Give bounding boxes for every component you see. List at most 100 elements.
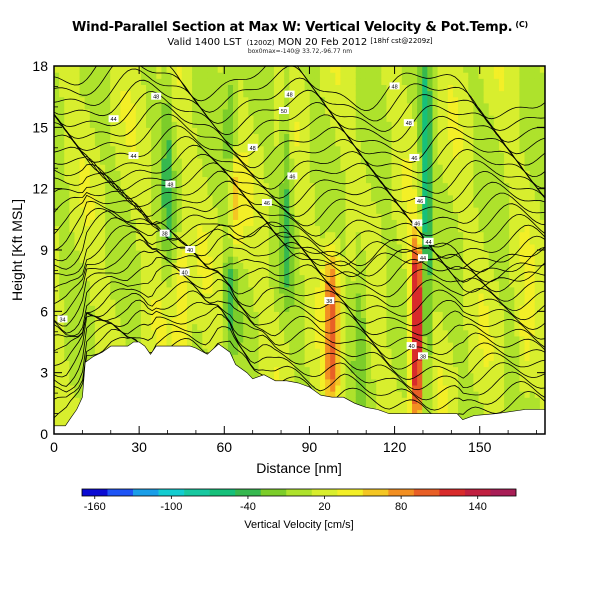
- velocity-cell: [396, 342, 403, 349]
- velocity-cell: [54, 397, 60, 404]
- velocity-cell: [248, 250, 255, 257]
- velocity-cell: [371, 268, 377, 276]
- velocity-cell: [79, 200, 86, 208]
- velocity-cell: [192, 280, 198, 288]
- velocity-cell: [355, 286, 362, 294]
- velocity-cell: [412, 280, 418, 288]
- velocity-cell: [335, 139, 342, 147]
- velocity-cell: [273, 280, 280, 288]
- velocity-cell: [69, 207, 76, 214]
- velocity-cell: [222, 243, 229, 251]
- velocity-cell: [79, 66, 86, 73]
- velocity-cell: [427, 366, 434, 374]
- velocity-cell: [386, 90, 393, 98]
- velocity-cell: [105, 213, 111, 220]
- velocity-cell: [202, 188, 209, 196]
- velocity-cell: [319, 115, 326, 122]
- velocity-cell: [176, 207, 183, 214]
- velocity-cell: [319, 250, 326, 257]
- velocity-cell: [442, 250, 449, 257]
- velocity-cell: [105, 78, 111, 85]
- velocity-cell: [371, 335, 377, 343]
- velocity-cell: [130, 268, 137, 276]
- velocity-cell: [273, 323, 280, 331]
- velocity-cell: [330, 84, 336, 92]
- velocity-cell: [314, 213, 321, 220]
- velocity-cell: [365, 366, 372, 374]
- velocity-cell: [391, 182, 398, 190]
- velocity-cell: [248, 72, 255, 79]
- velocity-cell: [340, 274, 347, 282]
- velocity-cell: [437, 299, 444, 306]
- velocity-cell: [233, 78, 239, 85]
- velocity-cell: [212, 108, 219, 116]
- velocity-cell: [432, 84, 439, 92]
- velocity-cell: [197, 90, 203, 98]
- velocity-cell: [227, 292, 234, 300]
- velocity-cell: [186, 219, 193, 227]
- velocity-cell: [135, 90, 142, 98]
- velocity-cell: [325, 66, 331, 73]
- velocity-cell: [386, 66, 393, 73]
- velocity-cell: [151, 305, 157, 312]
- velocity-cell: [432, 145, 439, 153]
- velocity-cell: [69, 72, 76, 79]
- velocity-cell: [54, 139, 60, 147]
- velocity-cell: [463, 348, 469, 355]
- velocity-cell: [227, 170, 234, 177]
- velocity-cell: [391, 366, 398, 374]
- velocity-cell: [156, 145, 162, 153]
- velocity-cell: [110, 231, 116, 239]
- velocity-cell: [202, 78, 209, 85]
- velocity-cell: [360, 127, 367, 135]
- velocity-cell: [263, 66, 270, 73]
- velocity-cell: [135, 158, 142, 165]
- velocity-cell: [335, 305, 342, 312]
- velocity-cell: [360, 311, 367, 319]
- velocity-cell: [89, 78, 96, 85]
- velocity-cell: [243, 170, 249, 177]
- velocity-cell: [401, 108, 408, 116]
- velocity-cell: [468, 342, 474, 349]
- velocity-cell: [140, 145, 147, 153]
- velocity-cell: [94, 78, 101, 85]
- velocity-cell: [59, 409, 65, 417]
- velocity-cell: [289, 96, 295, 104]
- velocity-cell: [263, 72, 270, 79]
- velocity-cell: [468, 262, 474, 269]
- velocity-cell: [54, 323, 60, 331]
- velocity-cell: [432, 225, 439, 233]
- velocity-cell: [263, 225, 270, 233]
- velocity-cell: [406, 384, 413, 392]
- velocity-cell: [268, 219, 275, 227]
- velocity-cell: [432, 66, 439, 73]
- velocity-cell: [207, 256, 214, 263]
- velocity-cell: [243, 329, 249, 337]
- velocity-cell: [156, 182, 162, 190]
- velocity-cell: [156, 121, 162, 128]
- velocity-cell: [171, 268, 178, 276]
- velocity-cell: [217, 127, 224, 135]
- velocity-cell: [437, 329, 444, 337]
- velocity-cell: [468, 225, 474, 233]
- velocity-cell: [417, 292, 423, 300]
- velocity-cell: [135, 200, 142, 208]
- velocity-cell: [161, 96, 168, 104]
- velocity-cell: [463, 299, 469, 306]
- velocity-cell: [412, 66, 418, 73]
- velocity-cell: [412, 384, 418, 392]
- velocity-cell: [197, 286, 203, 294]
- velocity-cell: [401, 164, 408, 171]
- velocity-cell: [422, 311, 428, 319]
- velocity-cell: [473, 127, 480, 135]
- velocity-cell: [110, 335, 116, 343]
- velocity-cell: [417, 323, 423, 331]
- velocity-cell: [202, 72, 209, 79]
- velocity-cell: [120, 286, 127, 294]
- velocity-cell: [437, 133, 444, 141]
- velocity-cell: [94, 250, 101, 257]
- velocity-cell: [381, 360, 388, 368]
- velocity-cell: [417, 115, 423, 122]
- velocity-cell: [212, 268, 219, 276]
- velocity-cell: [268, 66, 275, 73]
